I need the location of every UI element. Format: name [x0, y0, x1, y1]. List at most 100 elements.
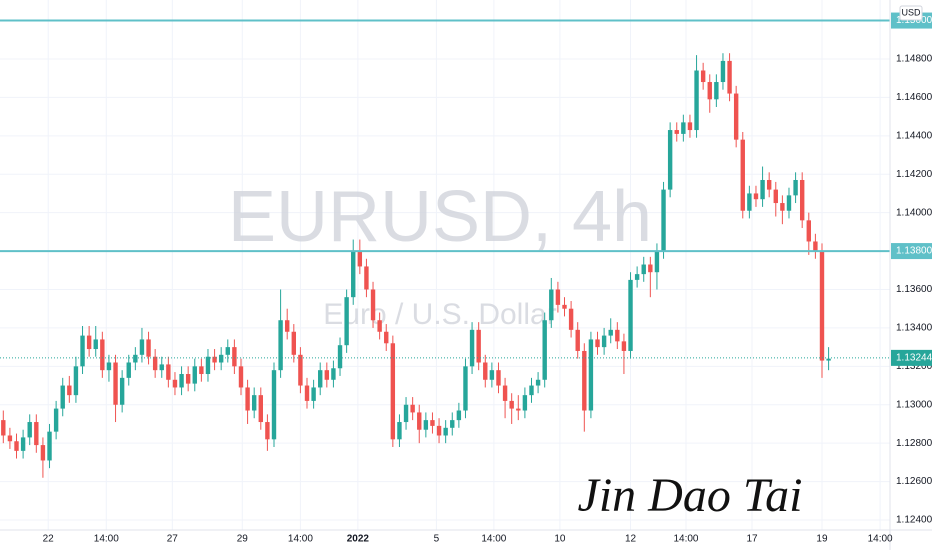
candle-body: [218, 354, 224, 363]
candle-body: [707, 82, 712, 100]
last-price-label: 1.13244: [896, 353, 932, 364]
candle-body: [588, 339, 594, 411]
candle-body: [331, 368, 336, 380]
watermark-subtitle: Euro / U.S. Dollar: [323, 298, 556, 331]
candle-body: [753, 193, 759, 200]
candle-body: [542, 320, 547, 380]
x-tick-label: 19: [816, 534, 828, 545]
last-price-box: [891, 349, 932, 366]
candle-body: [667, 130, 673, 190]
candle-body: [773, 189, 778, 204]
candle-body: [199, 366, 204, 375]
candle-body: [568, 308, 574, 330]
candle-body: [159, 364, 164, 371]
level-label: 1.13800: [896, 246, 932, 257]
candle-body: [720, 60, 726, 83]
candle-body: [67, 385, 72, 396]
candle-body: [53, 408, 59, 432]
candle-body: [780, 203, 785, 211]
candle-body: [245, 387, 250, 411]
candle-body: [271, 370, 277, 440]
candle-body: [714, 82, 719, 100]
candle-body: [615, 329, 620, 342]
candle-body: [60, 385, 65, 409]
x-tick-label: 22: [43, 534, 55, 545]
candle-body: [694, 70, 699, 131]
candle-body: [608, 329, 613, 336]
candle-body: [476, 329, 481, 363]
candle-body: [687, 122, 693, 131]
candle-body: [298, 354, 303, 386]
y-tick-label: 1.13000: [896, 399, 932, 410]
candle-body: [106, 362, 112, 371]
y-tick-label: 1.13400: [896, 323, 932, 334]
candle-body: [232, 347, 237, 367]
candle-body: [403, 404, 409, 423]
candle-body: [634, 274, 640, 280]
candle-body: [595, 339, 600, 348]
candle-body: [377, 320, 382, 332]
candle-body: [34, 422, 39, 446]
candle-body: [390, 343, 396, 440]
candle-body: [166, 364, 171, 380]
candle-body: [641, 264, 646, 275]
x-tick-label: 27: [167, 534, 179, 545]
candle-body: [674, 130, 679, 134]
candle-body: [436, 425, 442, 436]
candle-body: [496, 370, 501, 386]
candle-body: [119, 377, 125, 405]
candle-body: [555, 289, 561, 305]
candle-body: [575, 329, 580, 351]
candle-body: [463, 366, 468, 411]
candle-body: [654, 251, 660, 273]
x-tick-label: 5: [434, 534, 440, 545]
candle-body: [628, 279, 633, 351]
candle-body: [73, 366, 79, 396]
candle-body: [205, 356, 211, 375]
y-tick-label: 1.14000: [896, 207, 932, 218]
candle-body: [450, 420, 455, 428]
candle-body: [146, 339, 151, 357]
candle-body: [417, 412, 422, 430]
level-label: 1.15000: [896, 15, 932, 26]
candle-body: [502, 385, 508, 401]
candle-body: [1, 420, 6, 436]
y-tick-label: 1.14400: [896, 130, 932, 141]
candle-body: [529, 385, 534, 396]
candle-body: [826, 358, 831, 361]
candle-body: [291, 331, 297, 355]
candle-body: [179, 374, 184, 388]
candle-body: [304, 385, 310, 401]
candle-body: [172, 379, 178, 388]
candle-body: [126, 362, 131, 378]
candle-body: [522, 395, 528, 411]
y-tick-label: 1.12800: [896, 438, 932, 449]
candle-body: [483, 362, 488, 380]
y-tick-label: 1.14200: [896, 169, 932, 180]
candle-body: [278, 320, 283, 371]
candle-body: [370, 289, 376, 321]
candle-body: [318, 370, 323, 388]
candle-body: [582, 350, 587, 411]
candle-body: [443, 427, 448, 436]
candle-body: [516, 408, 521, 411]
candle-body: [285, 320, 290, 332]
candle-body: [238, 366, 244, 388]
candle-body: [251, 395, 257, 411]
candle-body: [681, 122, 686, 134]
candle-body: [152, 356, 158, 371]
candle-body: [430, 420, 435, 426]
candle-body: [351, 251, 356, 298]
x-tick-label: 10: [554, 534, 566, 545]
candle-body: [80, 335, 85, 367]
x-tick-label: 14:00: [868, 534, 893, 545]
candle-body: [799, 179, 805, 221]
x-tick-label: 2022: [347, 534, 370, 545]
candle-body: [47, 431, 52, 461]
candle-body: [324, 370, 330, 380]
candle-body: [549, 289, 554, 321]
x-tick-label: 14:00: [481, 534, 506, 545]
candle-body: [562, 304, 567, 309]
candle-body: [813, 241, 818, 252]
